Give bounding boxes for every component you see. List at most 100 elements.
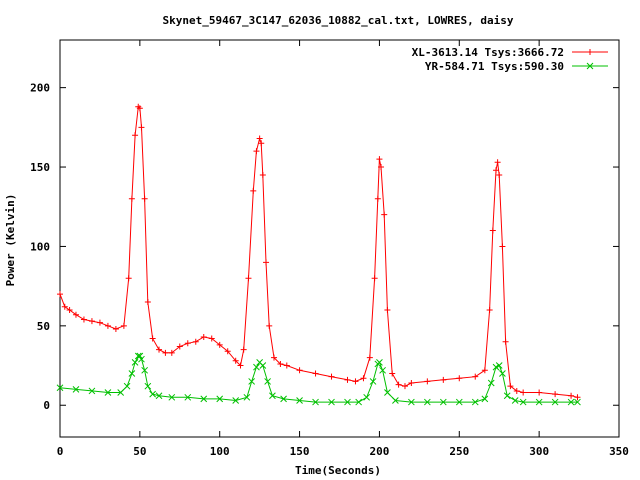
data-point (264, 378, 271, 385)
data-point (395, 381, 402, 388)
data-point (513, 387, 520, 394)
data-point (144, 382, 152, 390)
data-point (72, 311, 79, 318)
data-point (520, 389, 527, 396)
data-point (243, 393, 251, 401)
series-layer (56, 103, 581, 406)
data-point (574, 398, 581, 406)
data-point (271, 354, 278, 361)
legend-marker (587, 49, 593, 55)
data-point (245, 275, 252, 282)
data-point (374, 195, 381, 202)
data-point (184, 340, 191, 347)
data-point (256, 135, 263, 142)
data-point (535, 398, 543, 406)
legend-marker (586, 62, 594, 70)
data-point (355, 398, 363, 406)
data-point (176, 343, 183, 350)
data-point (487, 379, 495, 387)
data-point (376, 359, 383, 366)
data-point (248, 378, 256, 385)
data-point (149, 335, 156, 342)
data-point (283, 362, 290, 369)
data-point (240, 346, 247, 353)
data-point (192, 338, 199, 345)
data-point (120, 322, 127, 329)
data-point (280, 395, 287, 403)
data-point (366, 354, 373, 361)
data-point (369, 378, 377, 385)
data-point (131, 359, 139, 366)
data-point (378, 164, 385, 171)
series-yr (56, 352, 581, 406)
data-point (216, 395, 224, 403)
data-point (144, 299, 151, 306)
data-point (401, 383, 408, 390)
data-point (502, 338, 509, 345)
data-point (141, 195, 148, 202)
data-point (389, 370, 396, 377)
x-axis-label: Time(Seconds) (295, 464, 381, 477)
data-point (408, 398, 415, 406)
data-point (456, 375, 463, 382)
data-point (149, 390, 156, 398)
data-point (481, 367, 488, 374)
data-point (392, 397, 399, 404)
data-point (493, 167, 500, 174)
data-point (136, 352, 144, 360)
data-point (328, 373, 335, 380)
y-tick-label: 0 (43, 399, 50, 412)
data-point (250, 187, 257, 194)
data-point (200, 333, 207, 340)
data-point (132, 132, 139, 139)
data-point (56, 384, 64, 392)
data-point (259, 362, 267, 369)
data-point (352, 378, 359, 385)
series-xl (57, 103, 581, 401)
data-point (128, 370, 136, 377)
data-point (232, 357, 239, 364)
data-point (511, 397, 519, 404)
data-point (253, 148, 260, 155)
data-point (384, 306, 391, 313)
data-point (296, 367, 303, 374)
data-point (507, 383, 514, 390)
data-point (481, 395, 489, 403)
data-point (471, 398, 479, 406)
data-point (123, 382, 131, 390)
data-point (486, 306, 493, 313)
x-tick-label: 350 (609, 445, 629, 458)
data-point (253, 363, 260, 371)
data-point (156, 346, 163, 353)
data-point (296, 397, 303, 404)
data-point (208, 335, 215, 342)
data-point (88, 318, 95, 325)
data-point (96, 319, 103, 326)
data-point (472, 373, 479, 380)
x-tick-label: 200 (369, 445, 389, 458)
data-point (80, 316, 87, 323)
data-point (168, 393, 176, 401)
data-point (567, 398, 575, 406)
data-point (117, 389, 125, 396)
x-tick-label: 0 (57, 445, 64, 458)
data-point (495, 362, 503, 369)
data-point (363, 393, 371, 401)
data-point (168, 349, 175, 356)
data-point (312, 370, 319, 377)
data-point (200, 395, 208, 403)
data-point (277, 360, 284, 367)
x-tick-label: 50 (133, 445, 146, 458)
data-point (496, 171, 503, 178)
chart-title: Skynet_59467_3C147_62036_10882_cal.txt, … (163, 14, 514, 27)
data-point (381, 211, 388, 218)
data-point (455, 398, 463, 406)
data-point (423, 398, 431, 406)
data-point (266, 322, 273, 329)
data-point (312, 398, 319, 406)
data-point (424, 378, 431, 385)
legend-label: YR-584.71 Tsys:590.30 (425, 60, 564, 73)
data-point (499, 243, 506, 250)
data-point (568, 392, 575, 399)
data-point (112, 326, 119, 333)
